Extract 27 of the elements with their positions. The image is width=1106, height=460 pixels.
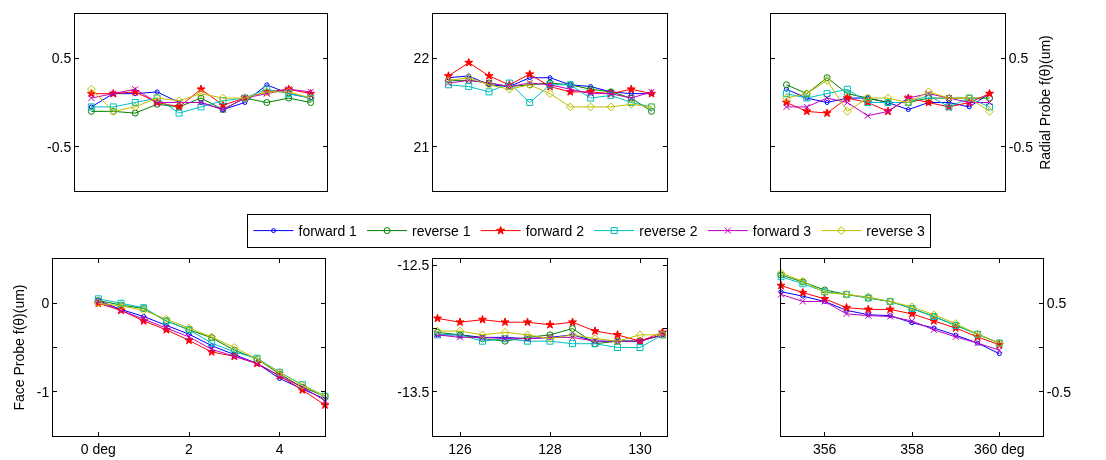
y2-tick-label: -0.5 xyxy=(1046,383,1072,400)
x-tick-label: 360 deg xyxy=(974,440,1025,457)
x-tick-label: 358 xyxy=(900,440,924,457)
x-tick-label: 130 xyxy=(628,440,652,457)
legend-label: reverse 3 xyxy=(866,223,925,240)
x-tick-label: 126 xyxy=(448,440,472,457)
y2-tick-label: 0.5 xyxy=(1046,295,1067,312)
y-tick-label: -0.5 xyxy=(47,138,72,155)
legend-label: reverse 2 xyxy=(639,223,698,240)
y-tick-label: -12.5 xyxy=(397,257,430,274)
legend-label: reverse 1 xyxy=(412,223,471,240)
y-tick-label: 22 xyxy=(413,50,430,67)
y-tick-label: 21 xyxy=(413,138,430,155)
x-tick-label: 128 xyxy=(538,440,562,457)
legend-label: forward 2 xyxy=(525,223,585,240)
y-axis-title: Radial Probe f(θ)(um) xyxy=(1037,35,1054,170)
y-tick-label: 0 xyxy=(41,295,50,312)
y-tick-label: 0.5 xyxy=(51,50,72,67)
y-tick-label: -1 xyxy=(36,383,50,400)
x-tick-label: 356 xyxy=(812,440,837,457)
x-tick-label: 2 xyxy=(185,440,194,457)
x-tick-label: 4 xyxy=(275,440,284,457)
legend-label: forward 3 xyxy=(752,223,812,240)
legend-label: forward 1 xyxy=(298,223,358,240)
x-tick-label: 0 deg xyxy=(80,440,116,457)
y-tick-label: -13.5 xyxy=(397,383,430,400)
y-axis-title: Face Probe f(θ)(um) xyxy=(11,284,28,411)
